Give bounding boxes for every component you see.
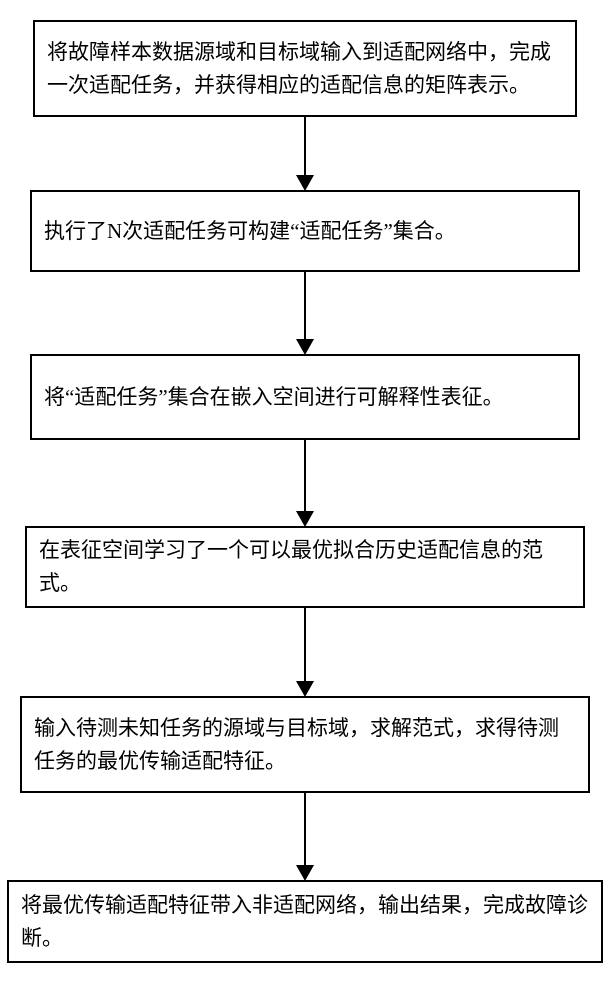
- flow-step-4: 在表征空间学习了一个可以最优拟合历史适配信息的范式。: [25, 526, 585, 608]
- flowchart-container: 将故障样本数据源域和目标域输入到适配网络中，完成一次适配任务，并获得相应的适配信…: [0, 0, 610, 1000]
- arrow-5-head: [296, 865, 314, 881]
- arrow-2-head: [296, 339, 314, 355]
- arrow-1-head: [296, 175, 314, 191]
- flow-step-6-text: 将最优传输适配特征带入非适配网络，输出结果，完成故障诊断。: [21, 889, 589, 954]
- flow-step-3-text: 将“适配任务”集合在嵌入空间进行可解释性表征。: [44, 381, 504, 414]
- arrow-4-line: [304, 608, 306, 681]
- flow-step-5: 输入待测未知任务的源域与目标域，求解范式，求得待测任务的最优传输适配特征。: [20, 696, 590, 793]
- arrow-2-line: [304, 272, 306, 339]
- arrow-5-line: [304, 793, 306, 865]
- arrow-4-head: [296, 681, 314, 697]
- flow-step-5-text: 输入待测未知任务的源域与目标域，求解范式，求得待测任务的最优传输适配特征。: [34, 712, 576, 777]
- flow-step-6: 将最优传输适配特征带入非适配网络，输出结果，完成故障诊断。: [7, 880, 603, 963]
- arrow-1-line: [304, 117, 306, 175]
- arrow-3-line: [304, 440, 306, 511]
- flow-step-2-text: 执行了N次适配任务可构建“适配任务”集合。: [44, 215, 456, 248]
- flow-step-1-text: 将故障样本数据源域和目标域输入到适配网络中，完成一次适配任务，并获得相应的适配信…: [47, 36, 563, 101]
- flow-step-2: 执行了N次适配任务可构建“适配任务”集合。: [30, 190, 580, 272]
- flow-step-1: 将故障样本数据源域和目标域输入到适配网络中，完成一次适配任务，并获得相应的适配信…: [33, 20, 577, 117]
- flow-step-4-text: 在表征空间学习了一个可以最优拟合历史适配信息的范式。: [39, 534, 571, 599]
- flow-step-3: 将“适配任务”集合在嵌入空间进行可解释性表征。: [30, 354, 580, 440]
- arrow-3-head: [296, 511, 314, 527]
